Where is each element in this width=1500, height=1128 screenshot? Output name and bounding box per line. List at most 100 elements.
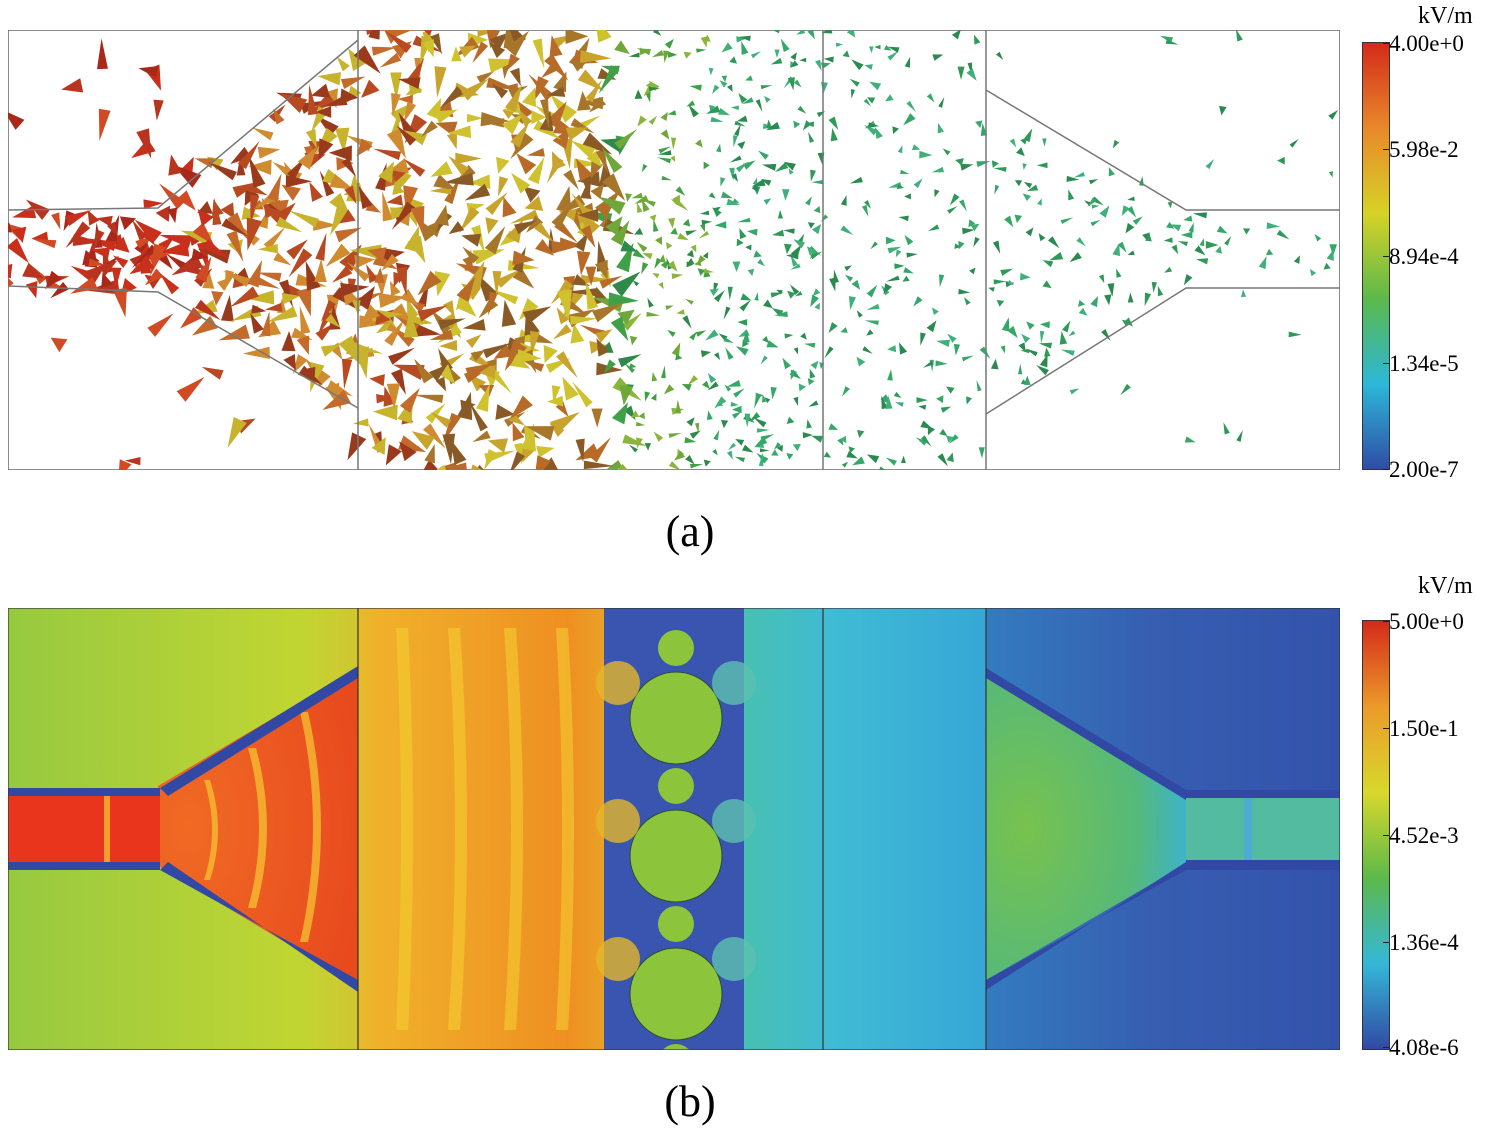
field-arrow bbox=[112, 255, 129, 268]
field-arrow bbox=[851, 279, 861, 290]
field-arrow bbox=[936, 395, 944, 404]
field-arrow bbox=[319, 170, 335, 197]
field-arrow bbox=[476, 71, 495, 84]
field-arrow bbox=[736, 238, 744, 247]
field-arrow bbox=[535, 455, 551, 470]
field-arrow bbox=[787, 290, 796, 299]
field-arrow bbox=[334, 227, 363, 243]
field-arrow bbox=[661, 175, 672, 181]
field-arrow bbox=[668, 432, 682, 439]
field-arrow bbox=[429, 329, 454, 340]
field-arrow bbox=[1062, 320, 1071, 333]
field-arrow bbox=[563, 169, 579, 190]
field-arrow bbox=[744, 413, 751, 428]
field-arrow bbox=[960, 163, 974, 171]
field-arrow bbox=[798, 383, 806, 392]
field-arrow bbox=[734, 456, 746, 463]
field-arrow bbox=[526, 148, 545, 157]
field-arrow bbox=[904, 234, 914, 246]
field-arrow bbox=[635, 421, 646, 427]
field-arrow bbox=[392, 179, 405, 195]
field-arrow bbox=[341, 358, 353, 390]
caption-a: (a) bbox=[665, 507, 715, 556]
field-arrow bbox=[425, 403, 446, 424]
field-arrow bbox=[1117, 241, 1127, 253]
field-arrow bbox=[1025, 227, 1034, 237]
field-arrow bbox=[12, 205, 37, 219]
field-arrow bbox=[677, 232, 689, 241]
field-arrow bbox=[509, 30, 527, 47]
field-arrow bbox=[98, 108, 111, 142]
field-arrow bbox=[670, 155, 676, 163]
field-arrow bbox=[666, 242, 673, 250]
field-arrow bbox=[551, 151, 566, 171]
field-arrow bbox=[1188, 222, 1194, 233]
field-arrow bbox=[922, 360, 934, 368]
field-arrow bbox=[663, 384, 675, 395]
field-arrow bbox=[583, 460, 615, 470]
field-arrow bbox=[248, 159, 272, 175]
field-arrow bbox=[434, 66, 447, 98]
field-arrow bbox=[622, 313, 642, 331]
field-arrow bbox=[544, 53, 569, 81]
field-arrow bbox=[731, 411, 742, 419]
field-arrow bbox=[641, 163, 648, 173]
field-arrow bbox=[686, 100, 696, 107]
field-arrow bbox=[856, 310, 863, 318]
field-arrow bbox=[726, 450, 733, 460]
field-arrow bbox=[257, 272, 282, 282]
field-arrow bbox=[844, 265, 852, 272]
field-arrow bbox=[465, 363, 494, 380]
field-arrow bbox=[842, 386, 850, 397]
field-arrow bbox=[106, 221, 119, 237]
field-arrow bbox=[283, 354, 296, 371]
field-arrow bbox=[273, 252, 292, 266]
field-arrow bbox=[709, 104, 716, 112]
field-arrow bbox=[949, 193, 960, 206]
field-arrow bbox=[179, 307, 204, 329]
field-arrow bbox=[774, 311, 788, 318]
field-arrow bbox=[455, 152, 482, 165]
field-arrow bbox=[1196, 258, 1209, 265]
field-arrow bbox=[793, 79, 802, 88]
field-arrow bbox=[450, 439, 467, 465]
field-arrow bbox=[392, 364, 425, 380]
waveguide-walls bbox=[8, 666, 1340, 992]
field-arrow bbox=[861, 204, 869, 217]
field-arrow bbox=[913, 178, 923, 189]
field-arrow bbox=[764, 95, 771, 103]
field-arrow bbox=[329, 205, 350, 236]
field-arrow bbox=[763, 299, 773, 309]
field-arrow bbox=[536, 446, 555, 458]
field-arrow bbox=[913, 296, 923, 307]
field-arrow bbox=[375, 317, 397, 334]
field-arrow bbox=[570, 118, 595, 134]
field-arrow bbox=[979, 346, 991, 359]
field-arrow bbox=[87, 209, 100, 226]
field-arrow bbox=[112, 287, 127, 318]
field-arrow bbox=[509, 209, 539, 224]
field-arrow bbox=[761, 393, 767, 403]
field-arrow bbox=[1001, 317, 1010, 332]
field-arrow bbox=[1163, 237, 1173, 243]
field-arrow bbox=[712, 207, 722, 218]
field-arrow bbox=[176, 377, 205, 402]
field-arrow bbox=[670, 137, 677, 150]
field-arrow bbox=[1289, 138, 1299, 148]
field-arrow bbox=[353, 418, 369, 427]
field-arrow bbox=[808, 131, 815, 143]
field-arrow bbox=[954, 243, 961, 249]
field-arrow bbox=[968, 219, 976, 228]
field-arrow bbox=[757, 258, 766, 267]
field-arrow bbox=[898, 215, 909, 222]
field-arrow bbox=[493, 343, 514, 360]
field-arrow bbox=[317, 72, 342, 86]
field-arrow bbox=[8, 222, 12, 233]
field-arrow bbox=[384, 30, 412, 54]
field-arrow bbox=[297, 146, 318, 170]
field-arrow bbox=[774, 49, 780, 58]
field-arrow bbox=[261, 311, 271, 337]
field-arrow bbox=[520, 423, 536, 452]
field-arrow bbox=[657, 150, 672, 156]
field-arrow bbox=[670, 227, 678, 235]
